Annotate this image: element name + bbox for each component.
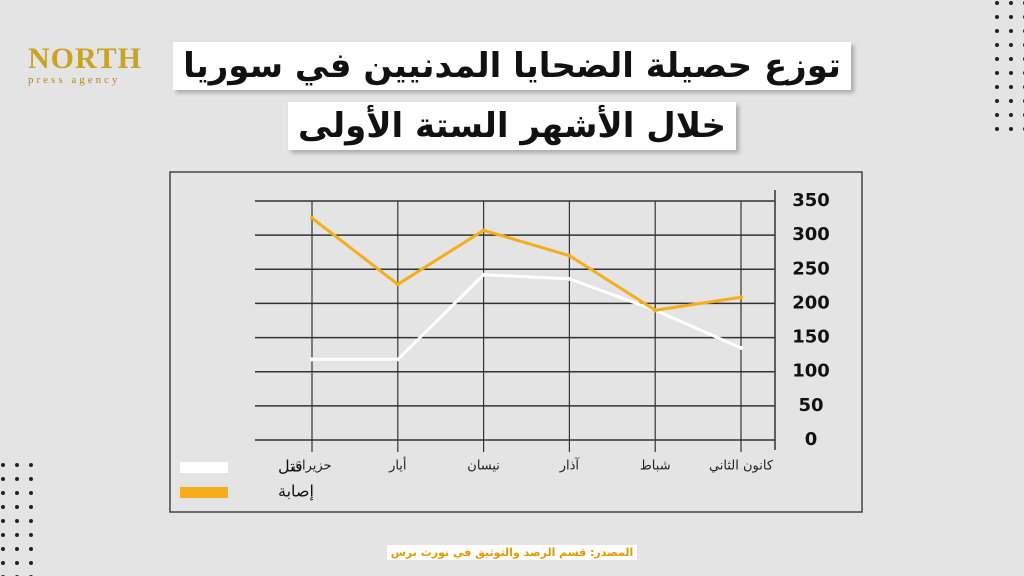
y-tick-label: 350 [792, 190, 830, 211]
decor-dots [0, 455, 40, 576]
y-tick-label: 50 [798, 395, 823, 416]
x-tick-label: كانون الثاني [709, 459, 774, 474]
titles: توزع حصيلة الضحايا المدنيين في سوريا خلا… [0, 42, 1024, 150]
legend-swatch [180, 462, 228, 473]
logo: NORTH press agency [28, 42, 142, 87]
logo-tagline: press agency [28, 74, 121, 86]
point [310, 216, 314, 221]
logo-name: NORTH [28, 42, 142, 75]
chart-frame [169, 171, 863, 513]
point [739, 345, 743, 350]
x-tick-label: آذار [559, 457, 581, 474]
point [567, 253, 572, 258]
y-tick-label: 100 [792, 361, 830, 382]
legend-label: قتل [278, 457, 303, 476]
y-tick-label: 300 [792, 224, 830, 245]
point [310, 357, 314, 362]
x-tick-label: شباط [640, 459, 671, 474]
point [739, 295, 743, 300]
point [481, 272, 486, 277]
chart-subtitle: خلال الأشهر الستة الأولى [287, 102, 737, 150]
point [395, 282, 400, 287]
x-tick-label: نيسان [467, 459, 500, 474]
x-tick-label: أيار [388, 457, 406, 474]
y-tick-label: 200 [792, 292, 830, 313]
y-tick-label: 150 [792, 327, 830, 348]
legend-swatch [180, 487, 228, 498]
y-tick-label: 250 [792, 258, 830, 279]
series-line [312, 273, 742, 361]
source: المصدر: قسم الرصد والتوثيق في نورث برس [0, 541, 1024, 560]
series-line [311, 216, 742, 312]
point [567, 276, 572, 281]
chart-title: توزع حصيلة الضحايا المدنيين في سوريا [173, 42, 851, 90]
point [481, 228, 486, 233]
point [653, 308, 658, 313]
y-tick-label: 0 [805, 429, 818, 450]
decor-dots [990, 0, 1024, 140]
point [395, 357, 400, 362]
source-text: المصدر: قسم الرصد والتوثيق في نورث برس [386, 545, 638, 560]
x-tick-label: حزيران [292, 459, 331, 474]
legend-label: إصابة [278, 482, 314, 501]
